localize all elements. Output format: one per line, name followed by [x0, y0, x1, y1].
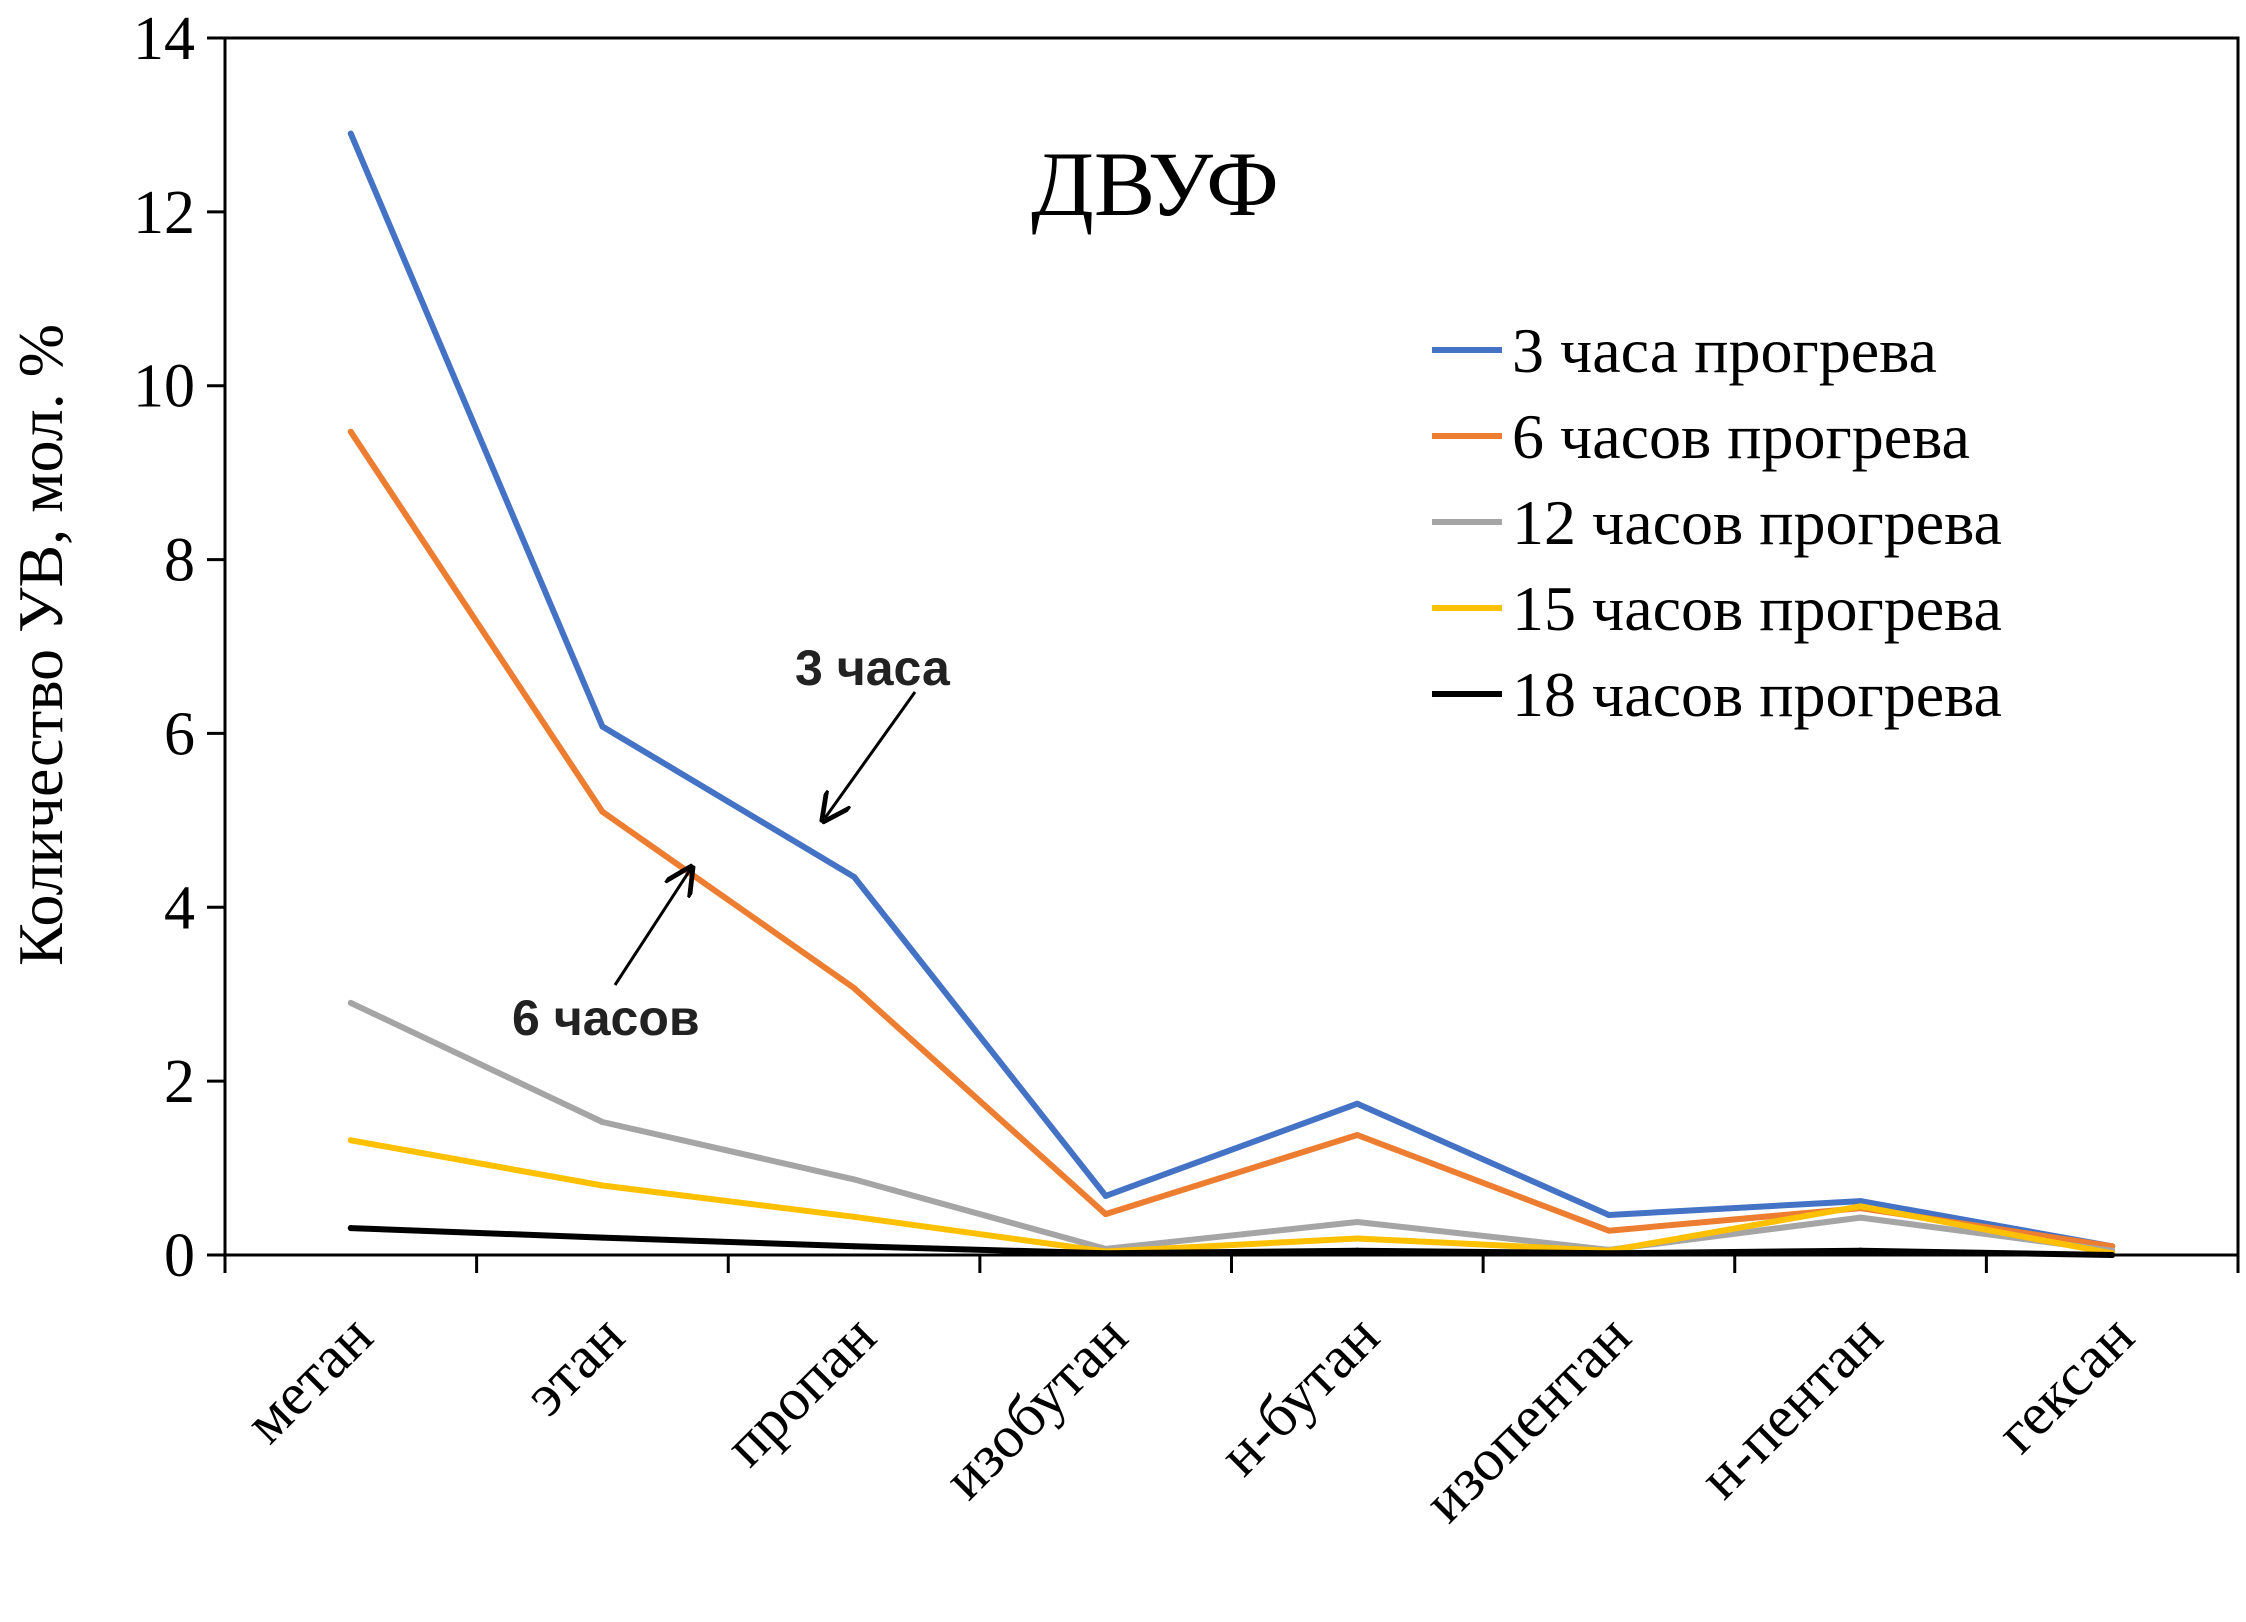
data-point — [851, 873, 858, 880]
data-point — [1354, 1247, 1361, 1254]
legend-label: 12 часов прогрева — [1512, 487, 2002, 558]
annotation-arrow-6-hours — [613, 870, 690, 986]
legend-label: 6 часов прогрева — [1512, 401, 1970, 472]
data-point — [1605, 1227, 1612, 1234]
data-point — [599, 723, 606, 730]
annotation-arrow-3-hours — [825, 691, 917, 818]
data-point — [1102, 1250, 1109, 1257]
data-point — [1857, 1247, 1864, 1254]
data-point — [1605, 1212, 1612, 1219]
data-point — [599, 1118, 606, 1125]
data-point — [851, 1243, 858, 1250]
data-point — [347, 1225, 354, 1232]
y-tick-label: 12 — [133, 179, 195, 247]
series-line — [347, 130, 2116, 1250]
series-layer — [347, 130, 2116, 1258]
data-point — [599, 808, 606, 815]
data-point — [1857, 1203, 1864, 1210]
legend-label: 15 часов прогрева — [1512, 573, 2002, 644]
chart-title: ДВУФ — [1031, 133, 1279, 235]
data-point — [851, 985, 858, 992]
annotation-6-hours: 6 часов — [512, 990, 700, 1046]
data-point — [1354, 1132, 1361, 1139]
data-point — [851, 1176, 858, 1183]
data-point — [851, 1213, 858, 1220]
data-point — [347, 130, 354, 137]
series-line — [347, 1137, 2116, 1257]
legend-label: 3 часа прогрева — [1512, 315, 1937, 386]
legend: 3 часа прогрева 6 часов прогрева 12 часов … — [1432, 315, 2002, 730]
data-point — [347, 999, 354, 1006]
data-point — [347, 1137, 354, 1144]
data-point — [599, 1182, 606, 1189]
annotations: 3 часа 6 часов — [512, 640, 951, 1046]
data-point — [1354, 1235, 1361, 1242]
y-axis-label: Количество УВ, мол. % — [5, 324, 76, 966]
y-tick-label: 14 — [133, 5, 195, 73]
data-point — [1354, 1100, 1361, 1107]
series-line — [347, 999, 2116, 1254]
annotation-3-hours: 3 часа — [795, 640, 951, 696]
data-point — [1354, 1218, 1361, 1225]
data-point — [1857, 1198, 1864, 1205]
data-point — [1102, 1192, 1109, 1199]
legend-label: 18 часов прогрева — [1512, 659, 2002, 730]
data-point — [1857, 1214, 1864, 1221]
data-point — [599, 1234, 606, 1241]
data-point — [347, 428, 354, 435]
y-tick-label: 10 — [133, 353, 195, 421]
y-tick-label: 2 — [164, 1048, 195, 1116]
data-point — [1605, 1250, 1612, 1257]
data-point — [2109, 1252, 2116, 1258]
series-line — [347, 1225, 2116, 1258]
data-point — [1102, 1211, 1109, 1218]
y-tick-label: 6 — [164, 700, 195, 768]
y-tick-label: 4 — [164, 874, 195, 942]
y-tick-label: 8 — [164, 527, 195, 595]
y-tick-label: 0 — [164, 1222, 195, 1290]
